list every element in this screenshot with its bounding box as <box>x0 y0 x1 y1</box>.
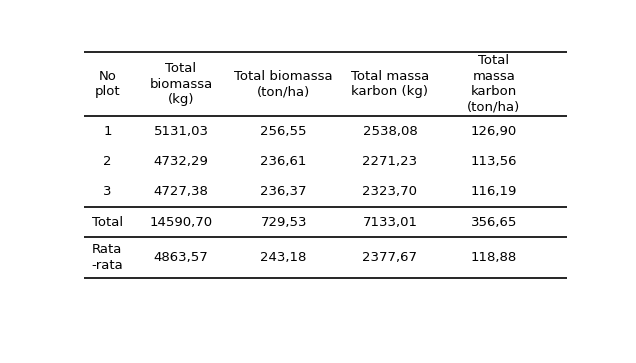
Text: 2323,70: 2323,70 <box>363 185 417 198</box>
Text: 2377,67: 2377,67 <box>363 251 417 264</box>
Text: Total massa
karbon (kg): Total massa karbon (kg) <box>351 70 429 98</box>
Text: 4727,38: 4727,38 <box>154 185 209 198</box>
Text: 5131,03: 5131,03 <box>153 125 209 138</box>
Text: No
plot: No plot <box>95 70 120 98</box>
Text: 1: 1 <box>103 125 112 138</box>
Text: 4863,57: 4863,57 <box>154 251 209 264</box>
Text: 2: 2 <box>103 155 112 168</box>
Text: 7133,01: 7133,01 <box>363 216 417 229</box>
Text: 116,19: 116,19 <box>471 185 517 198</box>
Text: Rata
-rata: Rata -rata <box>92 243 123 272</box>
Text: 236,37: 236,37 <box>260 185 307 198</box>
Text: Total
biomassa
(kg): Total biomassa (kg) <box>149 62 212 106</box>
Text: 3: 3 <box>103 185 112 198</box>
Text: 113,56: 113,56 <box>471 155 517 168</box>
Text: 243,18: 243,18 <box>261 251 307 264</box>
Text: 256,55: 256,55 <box>260 125 307 138</box>
Text: 236,61: 236,61 <box>261 155 307 168</box>
Text: 4732,29: 4732,29 <box>154 155 209 168</box>
Text: 729,53: 729,53 <box>260 216 307 229</box>
Text: 2271,23: 2271,23 <box>363 155 417 168</box>
Text: Total: Total <box>92 216 123 229</box>
Text: 118,88: 118,88 <box>471 251 517 264</box>
Text: Total
massa
karbon
(ton/ha): Total massa karbon (ton/ha) <box>467 54 520 114</box>
Text: Total biomassa
(ton/ha): Total biomassa (ton/ha) <box>235 70 333 98</box>
Text: 2538,08: 2538,08 <box>363 125 417 138</box>
Text: 356,65: 356,65 <box>471 216 517 229</box>
Text: 14590,70: 14590,70 <box>149 216 212 229</box>
Text: 126,90: 126,90 <box>471 125 517 138</box>
